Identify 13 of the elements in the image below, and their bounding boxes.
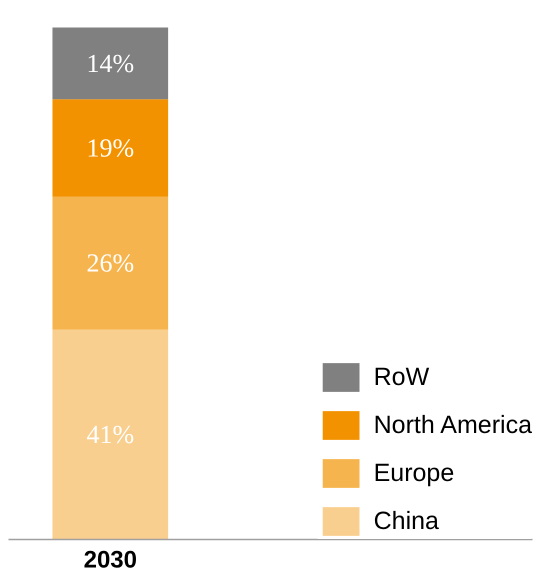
x-tick-label: 2030 xyxy=(84,546,137,574)
legend-label: Europe xyxy=(374,458,454,488)
bar xyxy=(52,28,168,100)
data-label: 26% xyxy=(86,248,134,278)
legend-label: China xyxy=(374,506,439,536)
data-label: 19% xyxy=(86,133,134,162)
bar xyxy=(52,196,168,330)
bar xyxy=(52,330,168,540)
data-label: 41% xyxy=(86,420,134,450)
data-label: 14% xyxy=(86,48,134,78)
legend-label: North America xyxy=(374,410,532,440)
bar xyxy=(52,99,168,196)
legend-label: RoW xyxy=(374,362,430,392)
